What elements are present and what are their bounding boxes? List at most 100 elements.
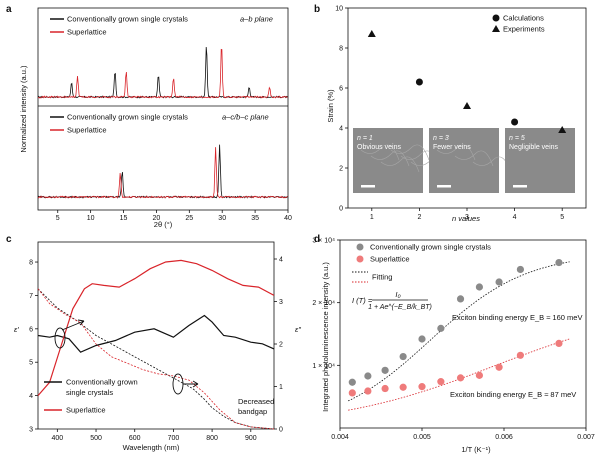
legend-label: Conventionally grown single crystals bbox=[67, 113, 188, 122]
x-tick-label: 0.006 bbox=[495, 434, 513, 441]
panel-a-x-ticks: 5 10 15 20 25 30 35 40 bbox=[56, 210, 292, 222]
axis-label-y: Strain (%) bbox=[326, 89, 335, 123]
y-tick-label: 8 bbox=[339, 46, 343, 53]
superlattice-point bbox=[456, 374, 465, 382]
fit-curve-superlattice bbox=[348, 338, 570, 411]
y-tick-label: 4 bbox=[339, 126, 343, 133]
eps1-superlattice-curve bbox=[37, 259, 275, 396]
legend-label: Superlattice bbox=[370, 255, 410, 264]
y-tick-label-left: 7 bbox=[29, 293, 33, 300]
x-tick-label: 2 bbox=[417, 214, 421, 221]
legend-label: Conventionally grown single crystals bbox=[67, 15, 188, 24]
axis-label-x: 2θ (°) bbox=[154, 220, 173, 229]
panel-d-fits bbox=[348, 261, 570, 411]
calculation-point bbox=[511, 118, 519, 126]
fit-curve-crystal bbox=[348, 261, 570, 402]
annotation: bandgap bbox=[238, 407, 267, 416]
x-tick-label: 0.004 bbox=[331, 434, 349, 441]
panel-a-bottom-plot bbox=[37, 144, 288, 199]
panel-c-curves bbox=[37, 259, 275, 430]
inset-caption: Obvious veins bbox=[357, 144, 401, 151]
panel-d-axes: 1 × 10⁴ 2 × 10⁴ 3 × 10⁴ 0.004 0.005 0.006 0.00… bbox=[312, 238, 595, 442]
eps2-superlattice-curve bbox=[37, 288, 275, 430]
legend-label: Superlattice bbox=[66, 406, 106, 415]
x-tick-label: 500 bbox=[90, 435, 102, 442]
crystal-point bbox=[418, 335, 426, 343]
y-tick-label: 10 bbox=[335, 6, 343, 13]
axis-label-y: Integrated photoluminescence intensity (… bbox=[321, 262, 330, 412]
experiment-point bbox=[558, 126, 567, 133]
sem-image bbox=[505, 128, 575, 193]
xrd-curve-superlattice-ac bbox=[37, 147, 288, 199]
y-tick-label-right: 3 bbox=[279, 299, 283, 306]
panel-letter-b: b bbox=[314, 4, 320, 15]
superlattice-point bbox=[381, 384, 389, 393]
crystal-point bbox=[348, 378, 356, 386]
y-tick-label-left: 4 bbox=[29, 393, 33, 400]
x-tick-label: 700 bbox=[168, 435, 180, 442]
superlattice-point bbox=[495, 363, 503, 371]
crystal-point bbox=[381, 366, 389, 374]
superlattice-point bbox=[364, 387, 372, 395]
panel-c-axes: 3 4 5 6 7 8 0 1 2 3 4 400 500 600 700 800 900 bbox=[29, 241, 283, 442]
plane-label: a–b plane bbox=[240, 15, 273, 24]
y-tick-label-right: 4 bbox=[279, 257, 283, 264]
annotation: Exciton binding energy E_B ≈ 87 meV bbox=[450, 390, 576, 399]
y-tick-label: 0 bbox=[339, 206, 343, 213]
x-tick-label: 20 bbox=[153, 215, 161, 222]
superlattice-point bbox=[418, 383, 426, 391]
crystal-point bbox=[555, 258, 563, 267]
crystal-point bbox=[495, 278, 503, 286]
equation-lhs: I (T) = bbox=[352, 296, 373, 305]
sem-inset-1: n = 1 Obvious veins bbox=[353, 128, 450, 193]
panel-d-frame bbox=[339, 239, 587, 429]
left-axis-arrow bbox=[61, 319, 85, 331]
crystal-point bbox=[437, 324, 445, 332]
legend-marker-triangle bbox=[492, 25, 500, 32]
vein-line bbox=[360, 144, 400, 161]
superlattice-point bbox=[475, 371, 483, 379]
axis-label-y-left: ε′ bbox=[14, 325, 19, 334]
right-axis-indicator bbox=[172, 373, 184, 395]
panel-letter-d: d bbox=[314, 234, 320, 245]
panel-letter-c: c bbox=[6, 234, 12, 245]
x-tick-label: 600 bbox=[129, 435, 141, 442]
sem-inset-3: n = 5 Negligible veins bbox=[505, 128, 575, 193]
y-tick-label-left: 8 bbox=[29, 260, 33, 267]
legend-marker-circle bbox=[492, 14, 500, 22]
axis-label-x: 1/T (K⁻¹) bbox=[461, 445, 491, 454]
x-tick-label: 30 bbox=[218, 215, 226, 222]
xrd-curve-crystal-ac bbox=[37, 144, 288, 199]
panel-d-points bbox=[348, 258, 563, 397]
crystal-point bbox=[399, 352, 407, 361]
x-tick-label: 5 bbox=[560, 214, 564, 221]
vein-line bbox=[380, 156, 420, 173]
y-tick-label: 1 × 10⁴ bbox=[312, 363, 335, 370]
x-tick-label: 0.007 bbox=[577, 434, 595, 441]
y-tick-label-left: 3 bbox=[29, 427, 33, 434]
equation-denominator: 1 + Ae^(−E_B/k_BT) bbox=[368, 304, 432, 311]
experiment-point bbox=[367, 30, 376, 37]
y-tick-label-right: 2 bbox=[279, 342, 283, 349]
left-axis-indicator bbox=[54, 327, 66, 349]
legend-label: Conventionally grown single crystals bbox=[370, 243, 491, 252]
inset-caption: Negligible veins bbox=[509, 144, 559, 151]
x-tick-label: 35 bbox=[251, 215, 259, 222]
y-tick-label-right: 0 bbox=[279, 427, 283, 434]
panel-b-insets: n = 1 Obvious veins n = 3 Fewer veins n = 5 N… bbox=[353, 128, 575, 193]
crystal-point bbox=[516, 265, 525, 274]
legend-label: Conventionally grown bbox=[66, 378, 138, 387]
calculation-point bbox=[415, 78, 423, 86]
legend-label: Experiments bbox=[503, 25, 545, 34]
scale-bar bbox=[437, 185, 451, 188]
superlattice-point bbox=[399, 383, 407, 391]
inset-caption: Fewer veins bbox=[433, 144, 471, 151]
xrd-curve-crystal-ab bbox=[37, 46, 288, 99]
sem-image bbox=[429, 128, 499, 193]
x-tick-label: 40 bbox=[284, 215, 292, 222]
legend-marker-grey bbox=[356, 243, 364, 251]
sem-image bbox=[353, 128, 423, 193]
